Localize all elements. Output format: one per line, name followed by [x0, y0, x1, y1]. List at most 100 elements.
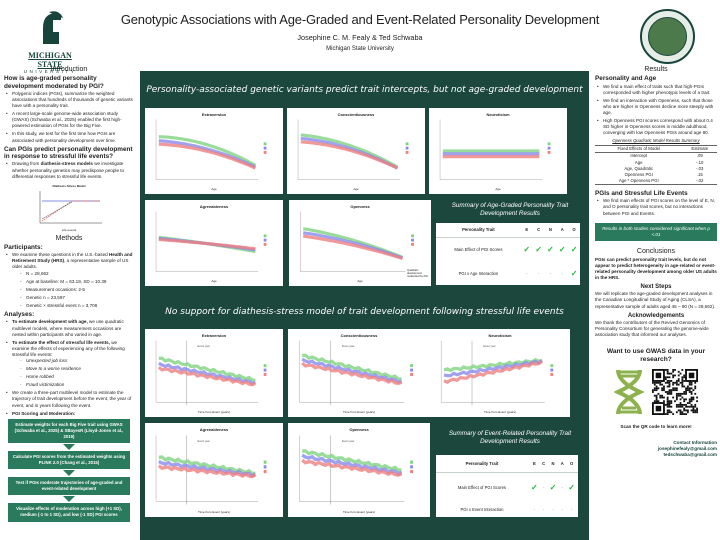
- event-item: Home robbed: [20, 374, 134, 380]
- event-chart-openness: Openness Time from Event (years) Event yea…: [288, 423, 430, 517]
- dash-cell: -: [537, 270, 540, 276]
- row-label: PGI x Age Interaction: [458, 270, 499, 276]
- trait-header: A: [556, 223, 569, 238]
- legend-medium: [263, 368, 267, 372]
- table-row: Age -.10: [595, 160, 717, 166]
- table-row: Openness PGI .15: [595, 172, 717, 178]
- flow-step-4: Visualize effects of moderation across h…: [8, 503, 130, 522]
- trait-header: C: [532, 223, 545, 238]
- results-panel: Personality-associated genetic variants …: [140, 71, 589, 540]
- logo-text: MICHIGAN STATE: [28, 51, 72, 69]
- dash-cell: -: [552, 506, 554, 512]
- event-item: Move to a worse residence: [20, 366, 134, 372]
- event-chart-agreeableness: Agreeableness Time from Event (years) Even…: [145, 423, 283, 517]
- scan-text: Scan the QR code to learn more!: [620, 424, 692, 429]
- legend-high: [263, 142, 267, 146]
- text: To estimate the effect of stressful life…: [12, 339, 110, 345]
- dash-cell: -: [542, 484, 545, 490]
- chart-xlabel: Age: [211, 187, 217, 191]
- line-low-pgi: [158, 142, 257, 170]
- participants-heading: Participants:: [4, 243, 43, 251]
- intro-bullet: A recent large-scale genome-wide associa…: [6, 111, 134, 129]
- next-steps-heading: Next Steps: [640, 284, 672, 291]
- line-low-pgi: [157, 366, 256, 387]
- summary-event-table: Personality Trait E C N A O Main Effect of PGI…: [436, 455, 578, 517]
- poster-title: Genotypic Associations with Age-Graded a…: [120, 12, 600, 27]
- dna-icon: [614, 369, 644, 415]
- column-header: Estimate: [682, 145, 717, 154]
- sample-stat: Genetic n = 23,597: [20, 295, 134, 301]
- event-item: Unexpected job loss: [20, 358, 134, 364]
- line-high-pgi: [158, 135, 257, 167]
- figure-xlabel: Life events: [61, 227, 77, 232]
- chart-title: Conscientiousness: [337, 112, 375, 117]
- chart-title: Agreeableness: [199, 204, 229, 209]
- arrow-down-icon: [63, 470, 75, 477]
- legend-medium: [410, 368, 413, 372]
- contact-heading: Contact Information: [673, 440, 717, 446]
- line-low-pgi: [300, 140, 399, 170]
- intro-bullet: Drawing from diathesis-stress models we …: [6, 161, 134, 179]
- intro-bullet: In this study, we test for the first tim…: [6, 131, 134, 143]
- legend-high: [411, 234, 414, 238]
- results-bullet: We find a main effect of traits such tha…: [597, 84, 717, 96]
- line-medium-pgi: [301, 357, 403, 385]
- sample-stat: Age at baseline: M = 63.19, SD = 10.39: [20, 279, 134, 285]
- flow-step-1: Estimate weights for each Big Five trait…: [8, 418, 130, 443]
- trait-header: C: [540, 455, 547, 473]
- results-bullet: High Openness PGI scores correspond with…: [597, 118, 717, 136]
- chart-title: Neuroticism: [488, 333, 512, 338]
- email-link[interactable]: josephinefealy@gmail.com: [657, 446, 717, 452]
- line-medium-pgi: [301, 453, 403, 476]
- openness-model-table: Openness Quadratic Model Results Summary…: [595, 138, 717, 185]
- check-icon: ✓: [523, 245, 531, 255]
- chart-xlabel: Time from Event (years): [342, 410, 376, 414]
- line-high-pgi: [300, 133, 399, 169]
- check-icon: ✓: [570, 245, 578, 255]
- legend-high: [263, 364, 267, 368]
- chart-title: Agreeableness: [199, 427, 229, 432]
- event-annotation: Event year: [341, 344, 355, 348]
- chart-xlabel: Age: [211, 279, 217, 283]
- row-label: Main Effect of PGI Scores: [454, 247, 503, 253]
- line-low-pgi: [302, 234, 404, 260]
- table-row: Age * Openness PGI -.02: [595, 177, 717, 185]
- legend-high: [405, 142, 409, 146]
- text: Drawing from: [12, 161, 41, 167]
- sample-stat: N = 28,662: [20, 271, 134, 277]
- line-low-pgi: [443, 359, 543, 385]
- results-heading: Results: [644, 66, 668, 73]
- event-item: Fraud victimization: [20, 382, 134, 388]
- legend-low: [410, 373, 413, 376]
- legend-high: [410, 460, 413, 464]
- line-high-pgi: [302, 353, 402, 381]
- email-link[interactable]: tedschwaba@gmail.com: [663, 452, 718, 458]
- spartan-helmet-icon: [43, 11, 63, 44]
- table-caption: Openness Quadratic Model Results Summary: [612, 138, 700, 144]
- text: we investigate whether personality genet…: [12, 161, 125, 179]
- estimate: .15: [696, 171, 703, 177]
- effect-name: Openness PGI: [624, 171, 653, 177]
- line-low-pgi: [301, 458, 403, 477]
- column-header: Fixed Effects of Model: [595, 145, 683, 154]
- row-label: Main Effect of PGI Scores: [457, 484, 507, 490]
- summary-age-table: Personality Trait E C N A O Main Effect of PGI…: [436, 223, 580, 285]
- qr-code[interactable]: [652, 369, 698, 415]
- chart-xlabel: Age: [353, 187, 359, 191]
- text: diathesis-stress models: [40, 161, 93, 167]
- event-chart-conscientiousness: Conscientiousness Time from Event (years)…: [288, 329, 430, 417]
- affiliation: Michigan State University: [326, 46, 394, 52]
- estimate: .09: [696, 153, 703, 159]
- text: Health and Retirement Study (HRS): [12, 252, 133, 264]
- text: To estimate development with age,: [12, 319, 88, 325]
- effect-name: Age: [634, 159, 643, 165]
- age-chart-extraversion: Extraversion Age: [145, 108, 283, 194]
- left-column: Introduction How is age-graded personali…: [4, 66, 134, 522]
- table-row: PGI x Age Interaction - - - - ✓: [436, 262, 580, 285]
- line-medium-pgi: [443, 359, 543, 378]
- significance-note: Results in both studies considered signi…: [595, 222, 717, 241]
- line-high-pgi: [158, 356, 256, 382]
- legend-high: [550, 364, 554, 368]
- legend-low: [547, 151, 551, 154]
- authors: Josephine C. M. Fealy & Ted Schwaba: [297, 33, 423, 42]
